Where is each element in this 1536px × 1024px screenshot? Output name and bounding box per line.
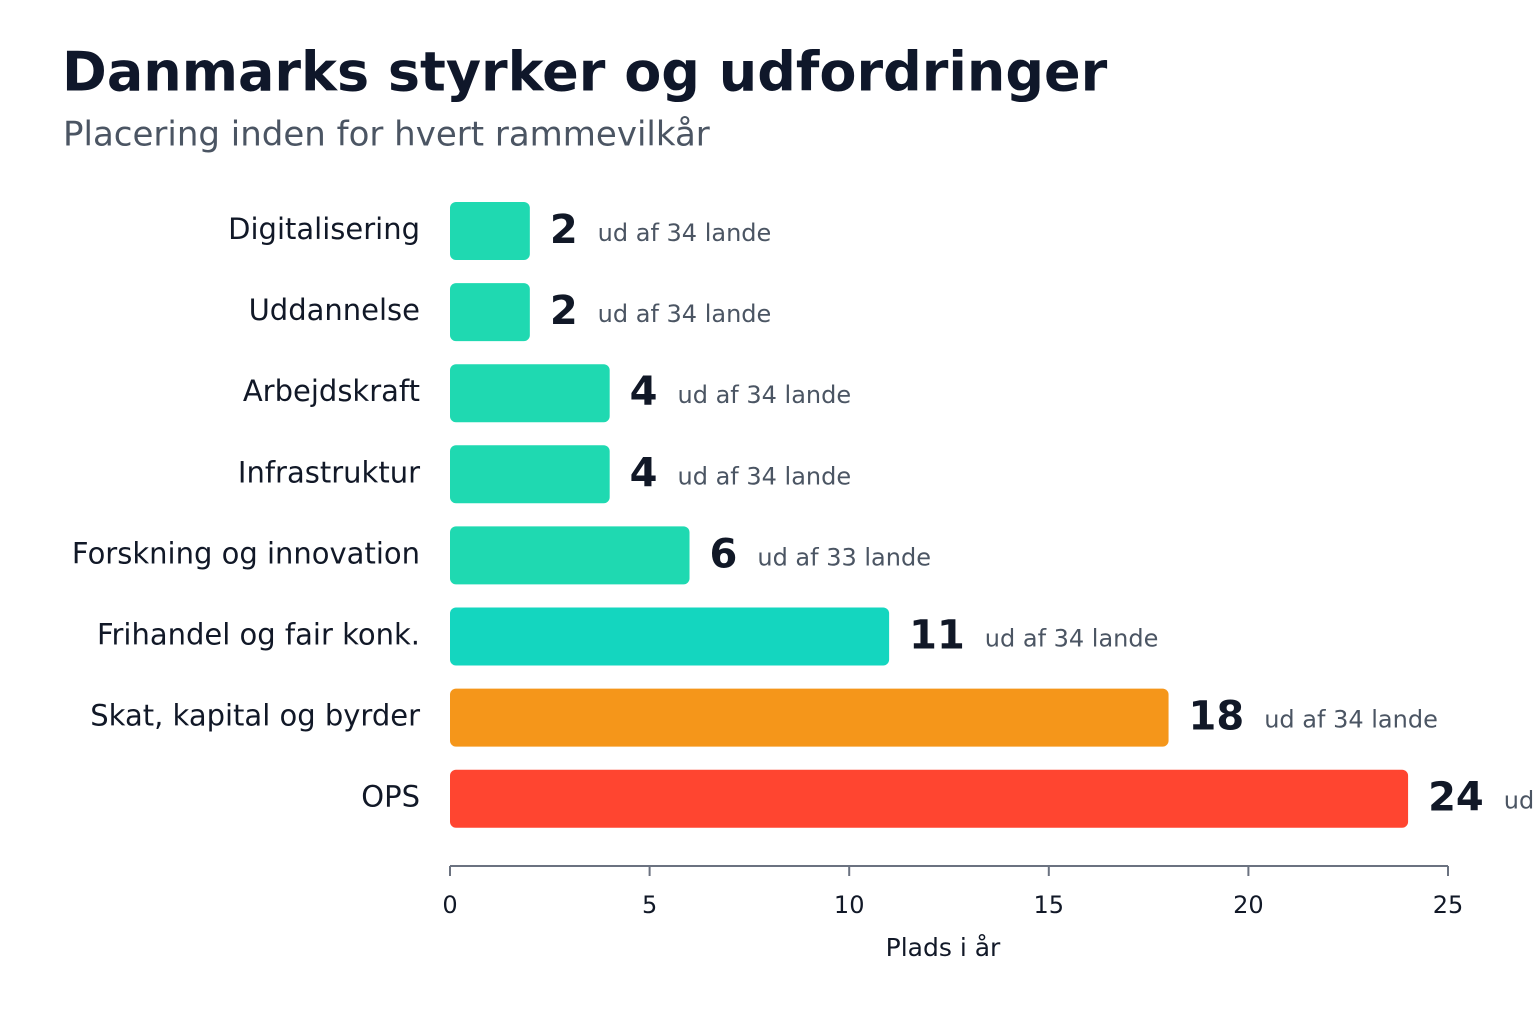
bar xyxy=(450,688,1169,747)
x-axis-title: Plads i år xyxy=(886,933,1001,962)
chart-subtitle: Placering inden for hvert rammevilkår xyxy=(63,115,710,155)
value-label: 4 xyxy=(630,450,658,496)
value-note: ud af 34 lande xyxy=(598,300,772,328)
value-label: 4 xyxy=(630,369,658,415)
value-label: 24 xyxy=(1428,775,1484,821)
chart-title: Danmarks styrker og udfordringer xyxy=(62,41,1108,104)
value-note: ud af 34 lande xyxy=(678,462,852,490)
value-label: 2 xyxy=(550,207,578,253)
x-tick-label: 20 xyxy=(1233,891,1264,919)
category-label: Uddannelse xyxy=(249,293,420,327)
value-note: ud af 33 lande xyxy=(757,543,931,571)
value-note: ud af 33 lande xyxy=(1504,787,1536,815)
bar xyxy=(450,445,610,504)
category-label: Arbejdskraft xyxy=(243,374,420,408)
x-tick-label: 25 xyxy=(1433,891,1464,919)
value-note: ud af 34 lande xyxy=(985,625,1159,653)
bar xyxy=(450,769,1409,828)
category-label: Skat, kapital og byrder xyxy=(90,699,420,733)
bar xyxy=(450,202,530,260)
bar xyxy=(450,283,530,342)
category-label: Forskning og innovation xyxy=(72,536,420,570)
category-label: OPS xyxy=(361,780,420,814)
bar xyxy=(450,607,890,666)
x-tick-label: 0 xyxy=(442,891,457,919)
x-tick-label: 10 xyxy=(834,891,865,919)
value-label: 18 xyxy=(1189,694,1245,740)
category-label: Infrastruktur xyxy=(238,455,420,489)
x-tick-label: 5 xyxy=(642,891,657,919)
value-note: ud af 34 lande xyxy=(598,219,772,247)
category-label: Frihandel og fair konk. xyxy=(97,618,420,652)
x-tick-label: 15 xyxy=(1034,891,1065,919)
value-label: 6 xyxy=(710,531,738,577)
value-label: 2 xyxy=(550,288,578,334)
value-note: ud af 34 lande xyxy=(1264,706,1438,734)
value-label: 11 xyxy=(909,613,965,659)
bar xyxy=(450,364,610,423)
bar xyxy=(450,526,690,585)
value-note: ud af 34 lande xyxy=(678,381,852,409)
category-label: Digitalisering xyxy=(228,212,420,246)
